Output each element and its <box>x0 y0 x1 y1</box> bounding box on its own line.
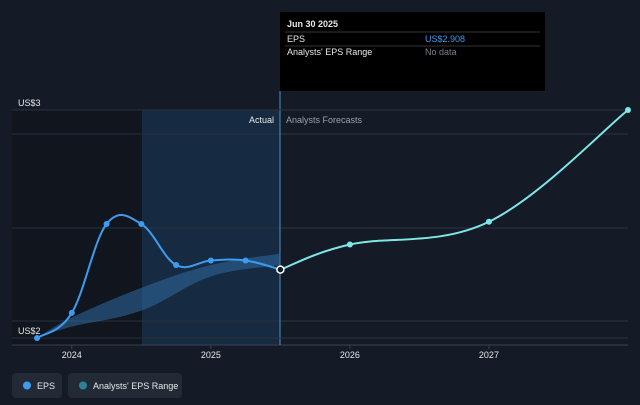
legend-item[interactable] <box>68 373 182 398</box>
point <box>276 265 285 274</box>
point <box>207 257 214 264</box>
x-tick-label: 2026 <box>340 350 360 360</box>
y-tick-label: US$3 <box>18 98 41 108</box>
tooltip-date: Jun 30 2025 <box>287 19 338 29</box>
point <box>485 218 492 225</box>
y-tick-label: US$2 <box>18 326 41 336</box>
line <box>280 109 629 271</box>
point <box>173 262 180 269</box>
point <box>346 241 353 248</box>
legend-swatch <box>79 381 87 390</box>
point <box>138 221 145 227</box>
point <box>242 257 249 264</box>
point <box>68 309 75 316</box>
point <box>103 221 110 227</box>
legend-label: Analysts' EPS Range <box>93 381 178 391</box>
range-area <box>37 253 281 338</box>
plot: US$2 US$3 2024 2025 2026 2027 <box>12 98 631 360</box>
tooltip-eps-label: EPS <box>287 34 305 44</box>
point <box>34 335 41 341</box>
legend-label: EPS <box>37 381 55 391</box>
x-tick-label: 2025 <box>201 350 221 360</box>
actual-label: Actual <box>249 115 274 125</box>
tooltip-range-value: No data <box>425 47 457 57</box>
x-tick-label: 2027 <box>479 350 499 360</box>
point <box>625 107 631 113</box>
forecast-label: Analysts Forecasts <box>286 115 363 125</box>
tooltip <box>280 12 545 91</box>
x-tick-label: 2024 <box>62 350 82 360</box>
tooltip-eps-value: US$2.908 <box>425 34 465 44</box>
tooltip-range-label: Analysts' EPS Range <box>287 47 372 57</box>
line <box>36 214 281 339</box>
legend-swatch <box>23 381 31 390</box>
legend-item[interactable] <box>12 373 62 398</box>
